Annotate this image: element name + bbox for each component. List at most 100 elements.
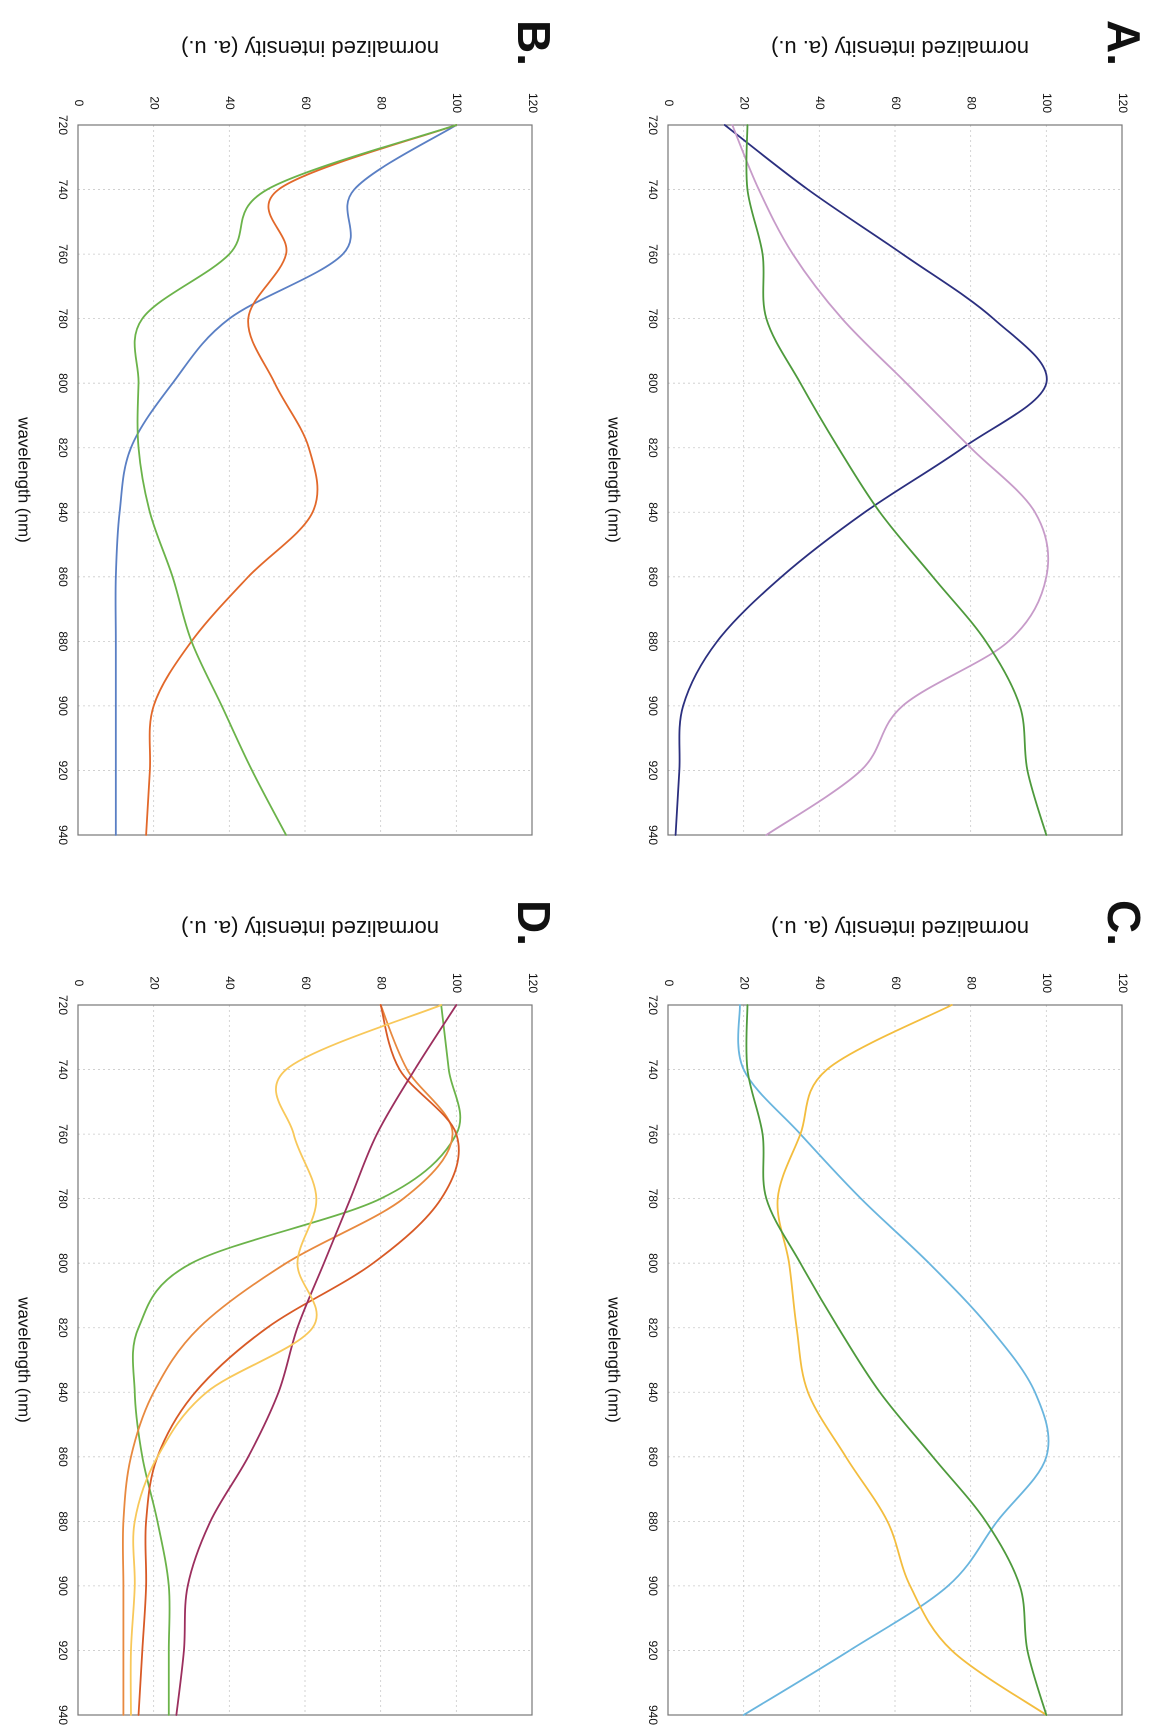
panel-c-x-tick-label: 780 [646, 1189, 660, 1209]
panel-a-x-tick-label: 940 [646, 825, 660, 845]
panel-d-x-tick-label: 720 [56, 995, 70, 1015]
panel-a-y-tick-label: 80 [964, 96, 978, 110]
panel-d-y-tick-label: 20 [147, 976, 161, 990]
panel-c-x-tick-label: 860 [646, 1447, 660, 1467]
panel-b-x-tick-label: 820 [56, 438, 70, 458]
panel-c-label: C. [1098, 900, 1149, 946]
panel-d-x-tick-label: 900 [56, 1576, 70, 1596]
panel-d-plot-frame [77, 1004, 533, 1716]
panel-b-series-3-line [133, 124, 458, 836]
panel-b-y-tick-label: 20 [147, 96, 161, 110]
panel-b-x-tick-label: 880 [56, 631, 70, 651]
panel-c-x-tick-label: 720 [646, 995, 660, 1015]
panel-a-y-tick-label: 40 [813, 96, 827, 110]
panel-c-y-tick-label: 20 [737, 976, 751, 990]
panel-c-y-axis-title: normalized intensity (a. u.) [771, 916, 1029, 941]
panel-c-x-tick-label: 840 [646, 1382, 660, 1402]
panel-c-x-tick-label: 760 [646, 1124, 660, 1144]
panel-a-x-tick-label: 900 [646, 696, 660, 716]
panel-d-y-axis-title: normalized intensity (a. u.) [181, 916, 439, 941]
panel-b-y-tick-label: 0 [72, 100, 86, 107]
panel-c-x-tick-label: 880 [646, 1511, 660, 1531]
panel-a-x-tick-label: 880 [646, 631, 660, 651]
panel-b-y-tick-label: 60 [299, 96, 313, 110]
panel-d-y-tick-label: 80 [374, 976, 388, 990]
panel-d-x-tick-label: 840 [56, 1382, 70, 1402]
panel-c-series-1-line [737, 1004, 1050, 1716]
panel-b-x-tick-label: 760 [56, 244, 70, 264]
panel-a-x-axis-title: wavelength (nm) [605, 416, 624, 543]
panel-c-series-2-line [776, 1004, 1048, 1716]
panel-c-x-tick-label: 740 [646, 1060, 660, 1080]
panel-a-x-tick-label: 820 [646, 438, 660, 458]
panel-c-x-tick-label: 820 [646, 1318, 660, 1338]
panel-d-series-4-line [175, 1004, 458, 1716]
panel-a-series-3-line [745, 124, 1048, 836]
panel-a-y-axis-title: normalized intensity (a. u.) [771, 36, 1029, 61]
panel-b-y-tick-label: 80 [374, 96, 388, 110]
panel-a-x-tick-label: 840 [646, 502, 660, 522]
panel-b-plot-frame [77, 124, 533, 836]
panel-b-x-tick-label: 900 [56, 696, 70, 716]
panel-b-series-2-line [145, 124, 458, 836]
panel-d-x-tick-label: 740 [56, 1060, 70, 1080]
panel-d-x-tick-label: 880 [56, 1511, 70, 1531]
panel-d-y-tick-label: 60 [299, 976, 313, 990]
panel-a-y-tick-label: 0 [662, 100, 676, 107]
panel-d-x-tick-label: 760 [56, 1124, 70, 1144]
panel-d-series-5-line [129, 1004, 443, 1716]
panel-a-series-2-line [731, 124, 1050, 836]
panel-c-y-tick-label: 60 [889, 976, 903, 990]
panel-d-y-tick-label: 100 [450, 973, 464, 993]
panel-d-x-tick-label: 800 [56, 1253, 70, 1273]
panel-d-y-tick-label: 40 [223, 976, 237, 990]
panel-b-x-tick-label: 800 [56, 373, 70, 393]
panel-b-y-axis-title: normalized intensity (a. u.) [181, 36, 439, 61]
panel-c-x-tick-label: 920 [646, 1640, 660, 1660]
panel-a: 0 20 40 60 80 100 120 720 740 760 780 800 820 840 860 8… [605, 20, 1149, 845]
panel-a-y-tick-label: 60 [889, 96, 903, 110]
panel-a-x-tick-label: 740 [646, 180, 660, 200]
panel-d: 0 20 40 60 80 100 120 720 740 760 780 800 820 840 860 8… [15, 900, 560, 1725]
panel-b-y-tick-label: 100 [450, 93, 464, 113]
panel-b-x-axis-title: wavelength (nm) [15, 416, 34, 543]
panel-b-x-tick-label: 940 [56, 825, 70, 845]
panel-b-x-tick-label: 920 [56, 760, 70, 780]
panel-c-y-tick-label: 80 [964, 976, 978, 990]
panel-a-label: A. [1098, 20, 1149, 66]
panel-a-plot-frame [667, 124, 1123, 836]
panel-d-x-tick-label: 940 [56, 1705, 70, 1725]
panel-d-series-1-line [131, 1004, 462, 1716]
panel-b-x-tick-label: 720 [56, 115, 70, 135]
panel-c-x-axis-title: wavelength (nm) [605, 1296, 624, 1423]
panel-a-x-tick-label: 860 [646, 567, 660, 587]
panel-c-x-tick-label: 800 [646, 1253, 660, 1273]
panel-d-y-tick-label: 0 [72, 980, 86, 987]
panel-a-y-tick-label: 20 [737, 96, 751, 110]
panel-d-x-tick-label: 920 [56, 1640, 70, 1660]
panel-d-x-tick-label: 820 [56, 1318, 70, 1338]
panel-c-series-3-line [745, 1004, 1048, 1716]
panel-a-x-tick-label: 800 [646, 373, 660, 393]
panel-b-series-1-line [114, 124, 458, 836]
panel-b-x-tick-label: 780 [56, 309, 70, 329]
panel-b: 0 20 40 60 80 100 120 720 740 760 780 800 820 840 860 8… [15, 20, 560, 845]
panel-c-y-tick-label: 0 [662, 980, 676, 987]
panel-a-x-tick-label: 720 [646, 115, 660, 135]
panel-d-x-tick-label: 860 [56, 1447, 70, 1467]
panel-a-x-tick-label: 920 [646, 760, 660, 780]
panel-b-x-tick-label: 740 [56, 180, 70, 200]
panel-c-y-tick-label: 120 [1116, 973, 1130, 993]
panel-d-x-tick-label: 780 [56, 1189, 70, 1209]
panel-d-series-2-line [121, 1004, 454, 1716]
panel-a-series-1-line [674, 124, 1048, 836]
panel-d-x-axis-title: wavelength (nm) [15, 1296, 34, 1423]
panel-d-series-3-line [137, 1004, 460, 1716]
panel-c-y-tick-label: 40 [813, 976, 827, 990]
panel-a-y-tick-label: 100 [1040, 93, 1054, 113]
panel-b-x-tick-label: 840 [56, 502, 70, 522]
panel-b-y-tick-label: 120 [526, 93, 540, 113]
panel-b-x-tick-label: 860 [56, 567, 70, 587]
panel-b-y-tick-label: 40 [223, 96, 237, 110]
